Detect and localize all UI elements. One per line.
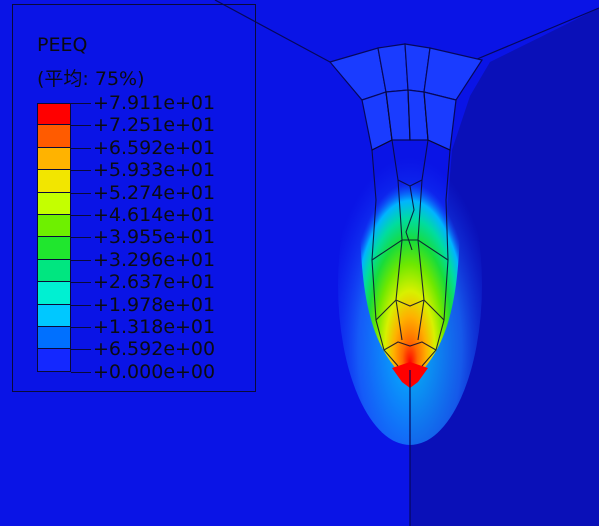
legend-tick-mark (71, 282, 91, 284)
top-mesh-elements (328, 43, 483, 151)
legend-tick-label: +4.614e+01 (93, 204, 216, 226)
legend-tick-mark (71, 349, 91, 351)
legend-tick-mark (71, 371, 91, 373)
legend-color-bar (37, 103, 71, 372)
legend-swatch-11 (37, 326, 71, 350)
legend-tick-mark (71, 259, 91, 261)
legend-tick-label: +3.296e+01 (93, 248, 216, 271)
upper-right-edge (469, 7, 599, 63)
legend-tick-label: +6.592e+01 (93, 136, 216, 159)
plastic-strain-plume (359, 150, 461, 382)
legend-subtitle: (平均: 75%) (37, 68, 145, 90)
legend-title: PEEQ (37, 34, 88, 56)
legend-tick-mark (71, 304, 91, 306)
legend-tick-mark (71, 103, 91, 104)
legend-tick-mark (71, 327, 91, 328)
legend-tick-mark (71, 192, 91, 194)
legend-swatch-12 (37, 349, 71, 372)
legend-swatch-5 (37, 192, 71, 215)
legend-tick-mark (71, 237, 91, 239)
upper-left-edge (214, 0, 331, 63)
legend-tick-label: +1.318e+01 (93, 316, 216, 338)
legend-tick-label: +7.251e+01 (93, 114, 216, 137)
contour-legend: PEEQ (平均: 75%) +7.911e+01 +7.251e+01 +6.59… (12, 4, 256, 392)
legend-tick-mark (71, 170, 91, 172)
legend-swatch-9 (37, 282, 71, 305)
legend-swatch-6 (37, 214, 71, 238)
legend-tick-label: +0.000e+00 (93, 360, 216, 383)
legend-swatch-3 (37, 147, 71, 171)
deformed-mesh-lines (371, 89, 451, 367)
legend-tick-label: +1.978e+01 (93, 293, 216, 316)
legend-tick-mark (71, 215, 91, 216)
legend-swatch-1 (37, 103, 71, 126)
legend-swatch-8 (37, 259, 71, 283)
legend-tick-label: +6.592e+00 (93, 338, 216, 361)
legend-swatch-7 (37, 237, 71, 260)
legend-tick-mark (71, 125, 91, 127)
legend-tick-label: +7.911e+01 (93, 92, 216, 114)
legend-tick-label: +5.274e+01 (93, 181, 216, 204)
legend-swatch-10 (37, 304, 71, 327)
legend-swatch-4 (37, 170, 71, 193)
legend-tick-label: +2.637e+01 (93, 271, 216, 294)
legend-tick-label: +5.933e+01 (93, 159, 216, 182)
legend-tick-label: +3.955e+01 (93, 226, 216, 249)
legend-swatch-2 (37, 125, 71, 148)
legend-tick-mark (71, 147, 91, 149)
